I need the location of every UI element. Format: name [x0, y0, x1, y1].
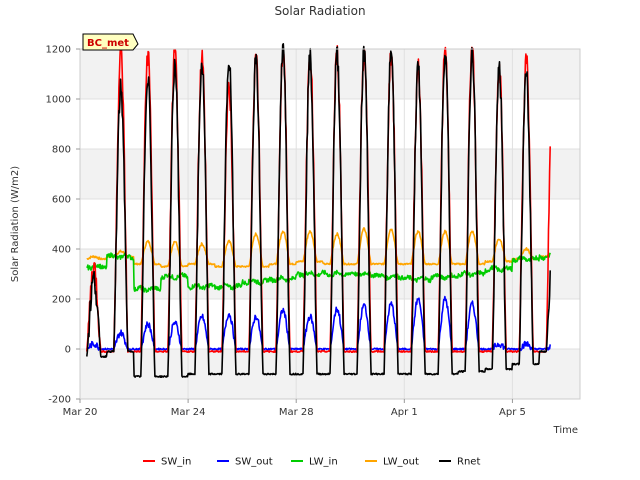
x-tick-label: Mar 20 [63, 407, 98, 418]
series-line-sw_out [86, 295, 551, 352]
y-tick-label: 800 [52, 145, 71, 156]
legend-label-lw_out: LW_out [383, 457, 419, 468]
plot-band [80, 49, 580, 99]
plot-band [80, 199, 580, 249]
plot-border [79, 48, 581, 400]
y-tick-label: 400 [52, 245, 71, 256]
y-tick-label: 1200 [46, 45, 71, 56]
series-line-lw_in [86, 252, 551, 293]
plot-band [80, 149, 580, 199]
station-badge-box [82, 33, 139, 51]
x-axis: Mar 20 Mar 24 Mar 28 Apr 1 Apr 5 [63, 399, 526, 418]
plot-band [80, 99, 580, 149]
series-layer [86, 42, 551, 379]
x-tick-label: Apr 5 [499, 407, 526, 418]
y-tick-label: 200 [52, 295, 71, 306]
legend-label-sw_in: SW_in [161, 457, 191, 468]
series-line-rnet [86, 42, 551, 379]
x-tick-label: Mar 28 [279, 407, 314, 418]
station-label: BC_met [87, 38, 129, 49]
chart-title: Solar Radiation [274, 4, 365, 18]
y-tick-label: 600 [52, 195, 71, 206]
y-tick-label: -200 [48, 395, 71, 406]
series-line-lw_out [86, 227, 551, 269]
legend-label-sw_out: SW_out [235, 457, 273, 468]
legend-label-lw_in: LW_in [309, 457, 338, 468]
y-tick-label: 0 [65, 345, 71, 356]
plot-area [80, 49, 580, 399]
y-axis: -200 0 200 400 600 800 1000 1200 [46, 45, 80, 406]
y-axis-title: Solar Radiation (W/m2) [10, 166, 21, 282]
x-axis-title: Time [553, 425, 578, 436]
x-tick-label: Apr 1 [391, 407, 418, 418]
y-tick-label: 1000 [46, 95, 71, 106]
station-badge: BC_met [82, 33, 139, 51]
legend-label-rnet: Rnet [457, 457, 480, 468]
x-tick-label: Mar 24 [171, 407, 206, 418]
legend: SW_in SW_out LW_in LW_out Rnet [143, 457, 480, 468]
